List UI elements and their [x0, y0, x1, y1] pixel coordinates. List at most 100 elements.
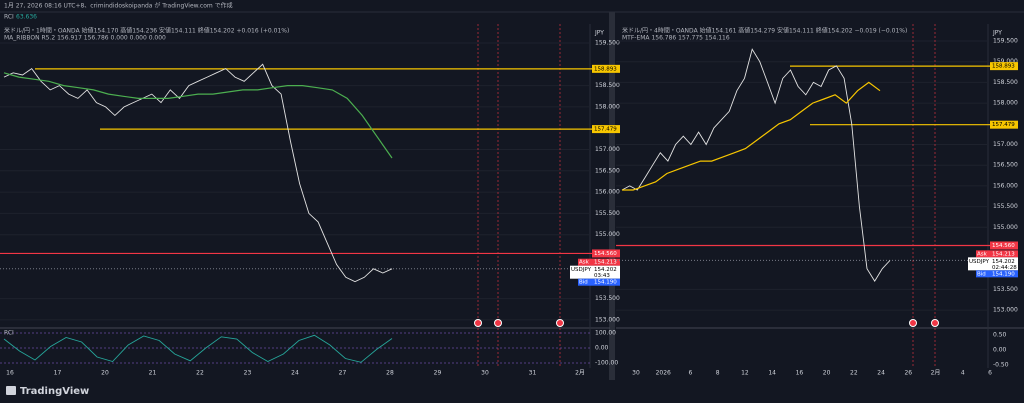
price-tick: 153.000 [993, 307, 1018, 314]
price-tick: 158.500 [993, 79, 1018, 86]
brand: TradingView [20, 386, 89, 397]
ask-tag [976, 250, 1018, 258]
price-tick: 156.000 [595, 189, 620, 196]
ask-tag [578, 258, 620, 266]
rci-trace [3, 334, 393, 363]
bid-tag [578, 278, 620, 286]
price-tick: 158.500 [595, 82, 620, 89]
ask: 154.213 [594, 260, 617, 266]
price-tick: 156.000 [993, 182, 1018, 189]
level-label: 154.560 [992, 243, 1015, 249]
price-tick: 157.000 [993, 141, 1018, 148]
last: 154.202 [992, 259, 1015, 265]
date-label: 31 [529, 370, 537, 377]
level-tag [592, 64, 620, 73]
date-label: 12 [741, 370, 749, 377]
price-trace [621, 48, 891, 282]
price-tick: 159.500 [993, 38, 1018, 45]
ma-trace [3, 72, 393, 159]
level-tag [990, 62, 1018, 71]
date-label: 16 [796, 370, 804, 377]
price-trace [3, 63, 393, 283]
date-label: 22 [850, 370, 858, 377]
price-tick: 158.000 [993, 100, 1018, 107]
indicator: MTF-EMA 156.786 157.775 154.116 [622, 35, 730, 42]
level-tag [592, 249, 620, 258]
date-label: 14 [768, 370, 776, 377]
ask-label: Ask [579, 260, 590, 266]
level-tag [990, 120, 1018, 129]
date-label: 20 [101, 370, 109, 377]
date-label: 29 [434, 370, 442, 377]
legend: 米ドル/円・1時間・OANDA 始値154.170 高値154.236 安値15… [4, 27, 289, 35]
level-label: 157.479 [594, 127, 617, 133]
event-icon [556, 319, 564, 327]
date-label: 26 [904, 370, 912, 377]
ask-label: Ask [977, 251, 988, 257]
rci-tick: -100.00 [595, 360, 618, 367]
indicator: MA_RIBBON R5.2 156.917 156.786 0.000 0.0… [4, 35, 166, 42]
price-tick: 156.500 [595, 167, 620, 174]
level-label: 157.479 [992, 122, 1015, 128]
date-label: 6 [689, 370, 693, 377]
price-tick: 155.500 [595, 210, 620, 217]
rci-tick: 0.00 [595, 345, 609, 352]
price-tick: 153.500 [595, 295, 620, 302]
level-tag [990, 241, 1018, 250]
bid-label: Bid [977, 271, 986, 277]
currency: JPY [992, 30, 1002, 37]
date-label: 24 [291, 370, 299, 377]
price-tick: 155.000 [993, 224, 1018, 231]
date-label: 23 [244, 370, 252, 377]
level-label: 158.893 [594, 66, 617, 72]
date-label: 30 [481, 370, 489, 377]
date-label: 2月 [931, 370, 941, 377]
price-tick: 159.500 [595, 40, 620, 47]
countdown: 02:44:28 [992, 265, 1017, 271]
logo [6, 386, 16, 395]
ask: 154.213 [992, 251, 1015, 257]
date-label: 2026 [656, 370, 671, 377]
footer [0, 380, 1024, 403]
level-tag [592, 125, 620, 134]
bid-tag [976, 270, 1018, 278]
countdown: 03:43 [594, 273, 610, 279]
price-tick: 156.500 [993, 162, 1018, 169]
event-icon [494, 319, 502, 327]
date-label: 16 [6, 370, 14, 377]
date-label: 8 [716, 370, 720, 377]
date-label: 17 [54, 370, 62, 377]
last-tag [570, 265, 620, 279]
event-icon [909, 319, 917, 327]
price-tick: 155.500 [993, 203, 1018, 210]
level-label: 158.893 [992, 64, 1015, 70]
date-label: 24 [877, 370, 885, 377]
price-tick: 158.000 [595, 103, 620, 110]
bid: 154.190 [594, 280, 617, 286]
date-label: 4 [961, 370, 965, 377]
bid-label: Bid [579, 280, 588, 286]
caption: 1月 27, 2026 08:16 UTC+8、crimindidoskoipa… [4, 2, 233, 10]
rci-tick: 100.00 [595, 330, 616, 337]
level-label: 154.560 [594, 251, 617, 257]
last: 154.202 [594, 267, 617, 273]
date-label: 21 [149, 370, 157, 377]
symbol: USDJPY [571, 267, 592, 273]
price-tick: 153.500 [993, 286, 1018, 293]
date-label: 22 [196, 370, 204, 377]
date-label: 6 [988, 370, 992, 377]
rci-pane-label: RCI [4, 330, 14, 337]
price-tick: 157.000 [595, 146, 620, 153]
bid: 154.190 [992, 271, 1015, 277]
event-icon [931, 319, 939, 327]
date-label: 2月 [575, 370, 585, 377]
rci-value: 63.636 [16, 14, 37, 21]
price-tick: 159.000 [993, 58, 1018, 65]
date-label: 28 [386, 370, 394, 377]
rci-label: RCI [4, 14, 14, 21]
event-icon [474, 319, 482, 327]
sub-tick: 0.50 [993, 332, 1007, 339]
last-tag [968, 257, 1018, 271]
